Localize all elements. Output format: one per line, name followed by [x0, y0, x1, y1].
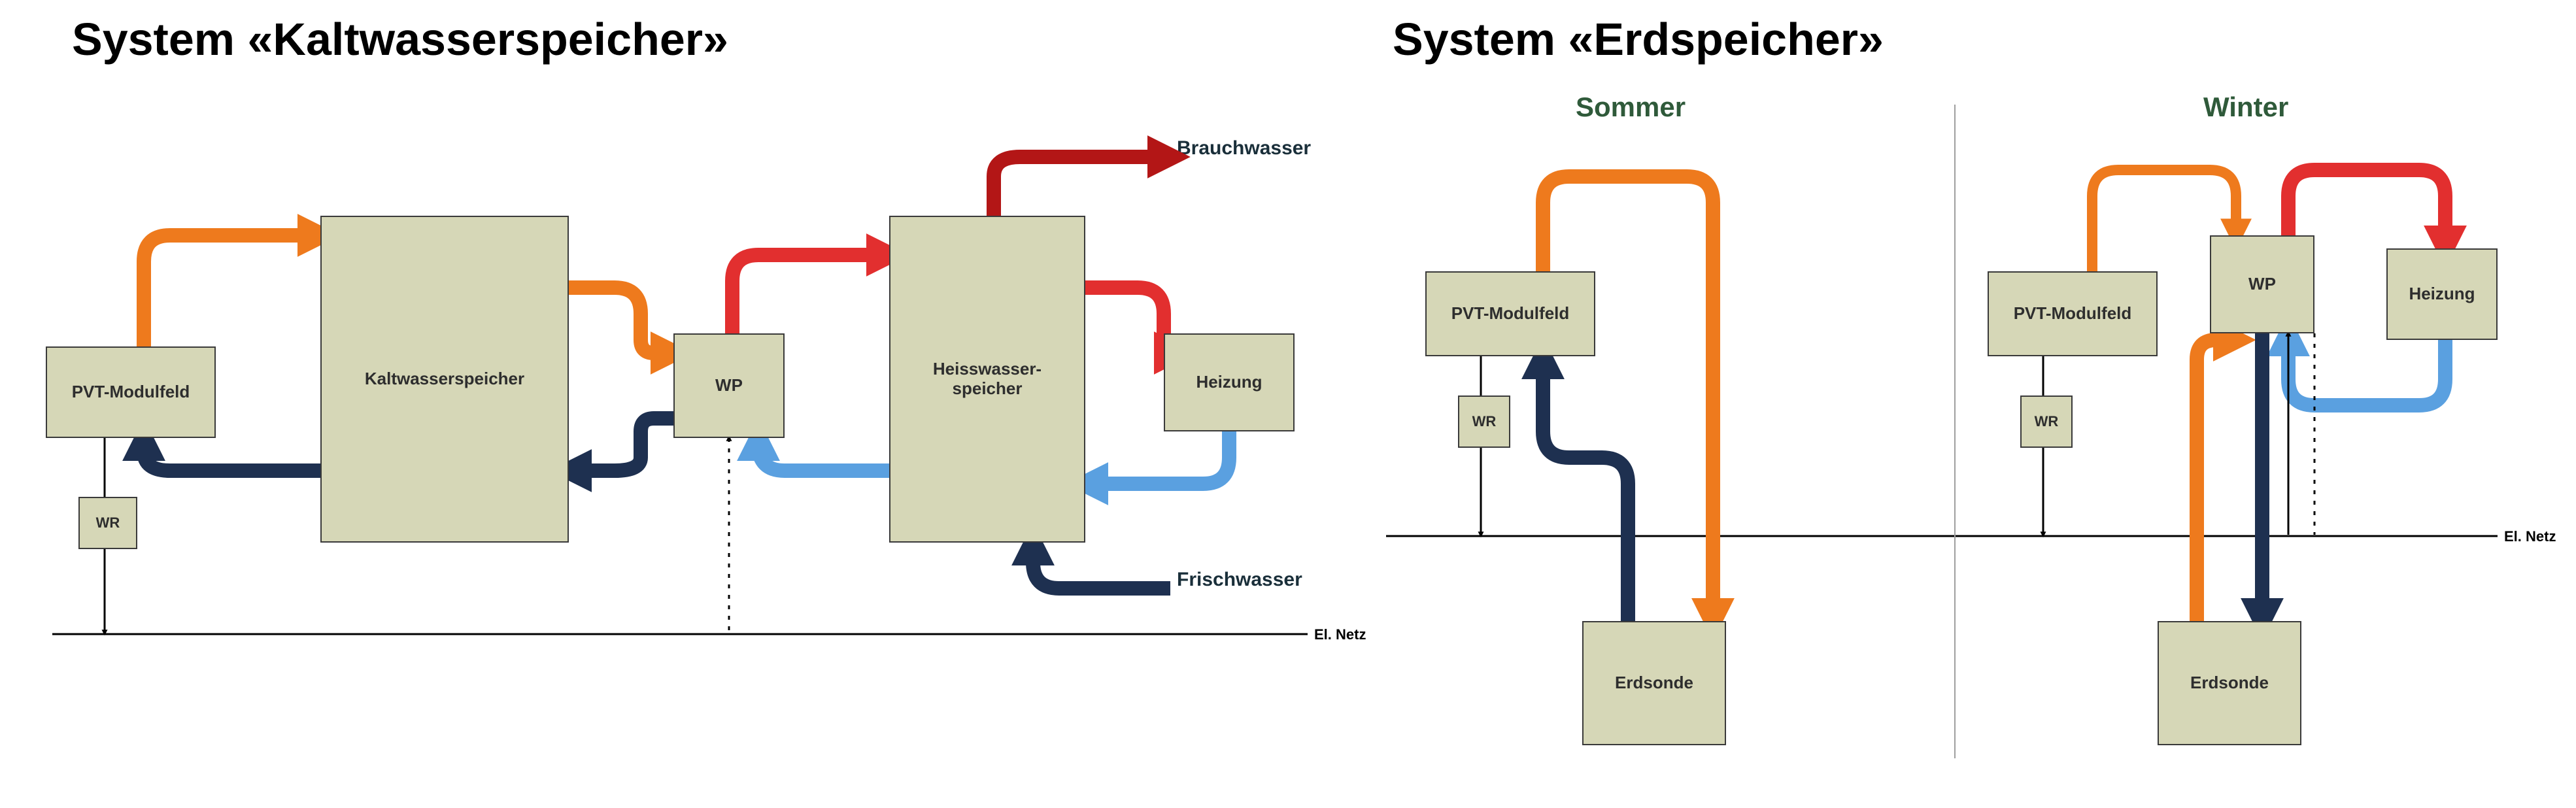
flow-kws-to-wp-top [569, 288, 673, 353]
flow-hws-to-brauchwasser [994, 157, 1170, 216]
node-left-heizung: Heizung [1164, 333, 1295, 431]
flow-wp-to-hws-top [732, 255, 889, 333]
node-sommer-pvt: PVT-Modulfeld [1425, 271, 1595, 356]
subheader-sommer: Sommer [1576, 92, 1686, 123]
node-sommer-erdsonde: Erdsonde [1582, 621, 1726, 745]
flow-heizung-to-hws [1085, 431, 1229, 484]
flow-wp-to-kws-bottom [569, 418, 673, 471]
node-left-pvt: PVT-Modulfeld [46, 346, 216, 438]
flow-s-pvt-to-erd [1543, 177, 1713, 621]
title-right: System «Erdspeicher» [1393, 13, 1884, 65]
label-elnetz-right: El. Netz [2504, 528, 2556, 545]
label-elnetz-left: El. Netz [1314, 626, 1366, 643]
flow-w-erd-to-wp [2197, 340, 2236, 621]
flow-frischwasser-to-hws [1033, 543, 1170, 588]
label-frischwasser: Frischwasser [1177, 569, 1302, 591]
flow-pvt-to-kws-top [144, 235, 320, 346]
diagram-canvas: System «Kaltwasserspeicher» System «Erds… [0, 0, 2576, 808]
node-sommer-wr: WR [1458, 396, 1510, 448]
node-left-kws: Kaltwasserspeicher [320, 216, 569, 543]
flow-w-heiz-to-wp [2288, 333, 2445, 405]
label-brauchwasser: Brauchwasser [1177, 137, 1311, 160]
node-winter-erdsonde: Erdsonde [2158, 621, 2301, 745]
flow-hws-to-wp-bottom [758, 438, 889, 471]
node-left-wr: WR [78, 497, 137, 549]
node-left-hws: Heisswasser- speicher [889, 216, 1085, 543]
title-left: System «Kaltwasserspeicher» [72, 13, 728, 65]
flow-kws-to-pvt-bottom [144, 438, 320, 471]
node-winter-wr: WR [2020, 396, 2073, 448]
node-winter-pvt: PVT-Modulfeld [1988, 271, 2158, 356]
node-winter-wp: WP [2210, 235, 2314, 333]
subheader-winter: Winter [2203, 92, 2288, 123]
node-left-wp: WP [673, 333, 785, 438]
node-winter-heizung: Heizung [2386, 248, 2498, 340]
flow-s-erd-to-pvt [1543, 356, 1628, 621]
flow-hws-to-heizung [1085, 288, 1177, 353]
